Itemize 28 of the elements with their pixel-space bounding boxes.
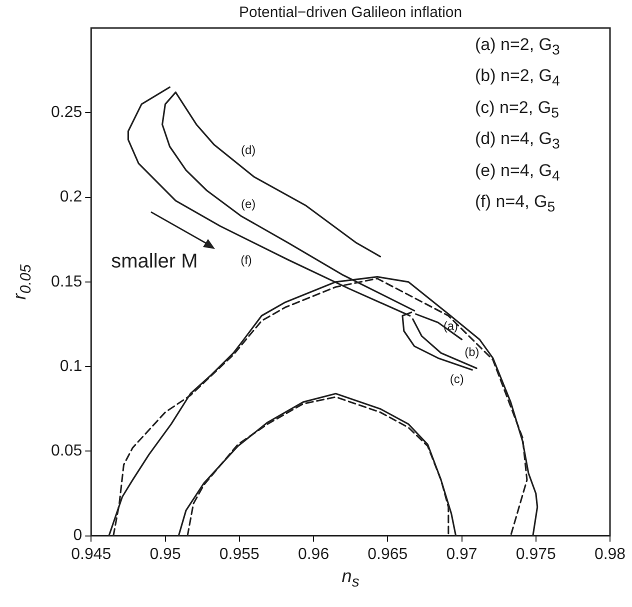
annotation: (b): [464, 345, 480, 360]
x-tick-label: 0.975: [516, 546, 556, 563]
annotation: (d) n=4, G$_{3}$: [475, 128, 560, 155]
y-tick-label: 0.1: [60, 358, 82, 375]
x-tick-label: 0.955: [219, 546, 260, 563]
annotation: (a) n=2, G$_{3}$: [475, 34, 560, 60]
x-tick-label: 0.95: [150, 546, 181, 563]
annotation: (c) n=2, G$_{5}$: [475, 96, 560, 124]
x-tick-label: 0.945: [71, 546, 112, 563]
annotation: (e): [241, 196, 256, 211]
y-tick-label: 0.05: [51, 442, 82, 460]
annotation: (f) n=4, G$_{5}$: [475, 190, 556, 218]
annotation: smaller M: [111, 250, 198, 274]
annotation: (f): [240, 252, 252, 267]
x-axis-title: n$_{s}$: [342, 566, 360, 590]
x-tick-label: 0.97: [446, 546, 478, 563]
y-tick-label: 0.2: [60, 188, 82, 206]
x-tick-label: 0.96: [298, 546, 330, 563]
annotation: (c): [450, 372, 464, 386]
x-tick-label: 0.965: [368, 546, 408, 563]
y-tick-label: 0: [73, 527, 82, 544]
annotation: (d): [241, 143, 256, 158]
annotation: (b) n=2, G$_{4}$: [475, 65, 560, 92]
y-tick-label: 0.15: [51, 273, 82, 290]
y-tick-label: 0.25: [51, 104, 82, 122]
x-tick-label: 0.98: [594, 546, 626, 563]
chart-title: Potential−driven Galileon inflation: [239, 4, 462, 21]
annotation: (e) n=4, G$_{4}$: [475, 160, 560, 186]
